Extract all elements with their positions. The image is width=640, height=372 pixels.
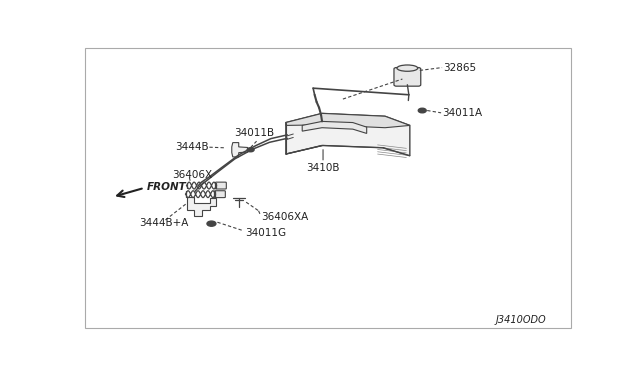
Text: 3444B: 3444B xyxy=(175,142,209,152)
Text: 3444B+A: 3444B+A xyxy=(140,218,189,228)
Text: 34011A: 34011A xyxy=(443,108,483,118)
Text: 32865: 32865 xyxy=(444,62,477,73)
Polygon shape xyxy=(302,121,367,134)
Text: 3410B: 3410B xyxy=(306,163,339,173)
Circle shape xyxy=(207,221,216,226)
Polygon shape xyxy=(187,197,216,216)
Ellipse shape xyxy=(397,65,418,71)
Text: 36406XA: 36406XA xyxy=(261,212,308,221)
Text: 36406X: 36406X xyxy=(172,170,212,180)
Circle shape xyxy=(247,148,254,152)
Text: FRONT: FRONT xyxy=(147,182,187,192)
Polygon shape xyxy=(232,142,248,157)
FancyBboxPatch shape xyxy=(394,68,420,86)
Text: 34011B: 34011B xyxy=(234,128,274,138)
FancyBboxPatch shape xyxy=(214,191,225,198)
FancyBboxPatch shape xyxy=(216,182,227,189)
Circle shape xyxy=(419,108,426,113)
Polygon shape xyxy=(286,113,410,128)
Text: J3410ODO: J3410ODO xyxy=(495,315,547,325)
Polygon shape xyxy=(286,113,410,156)
Text: 34011G: 34011G xyxy=(245,228,286,238)
